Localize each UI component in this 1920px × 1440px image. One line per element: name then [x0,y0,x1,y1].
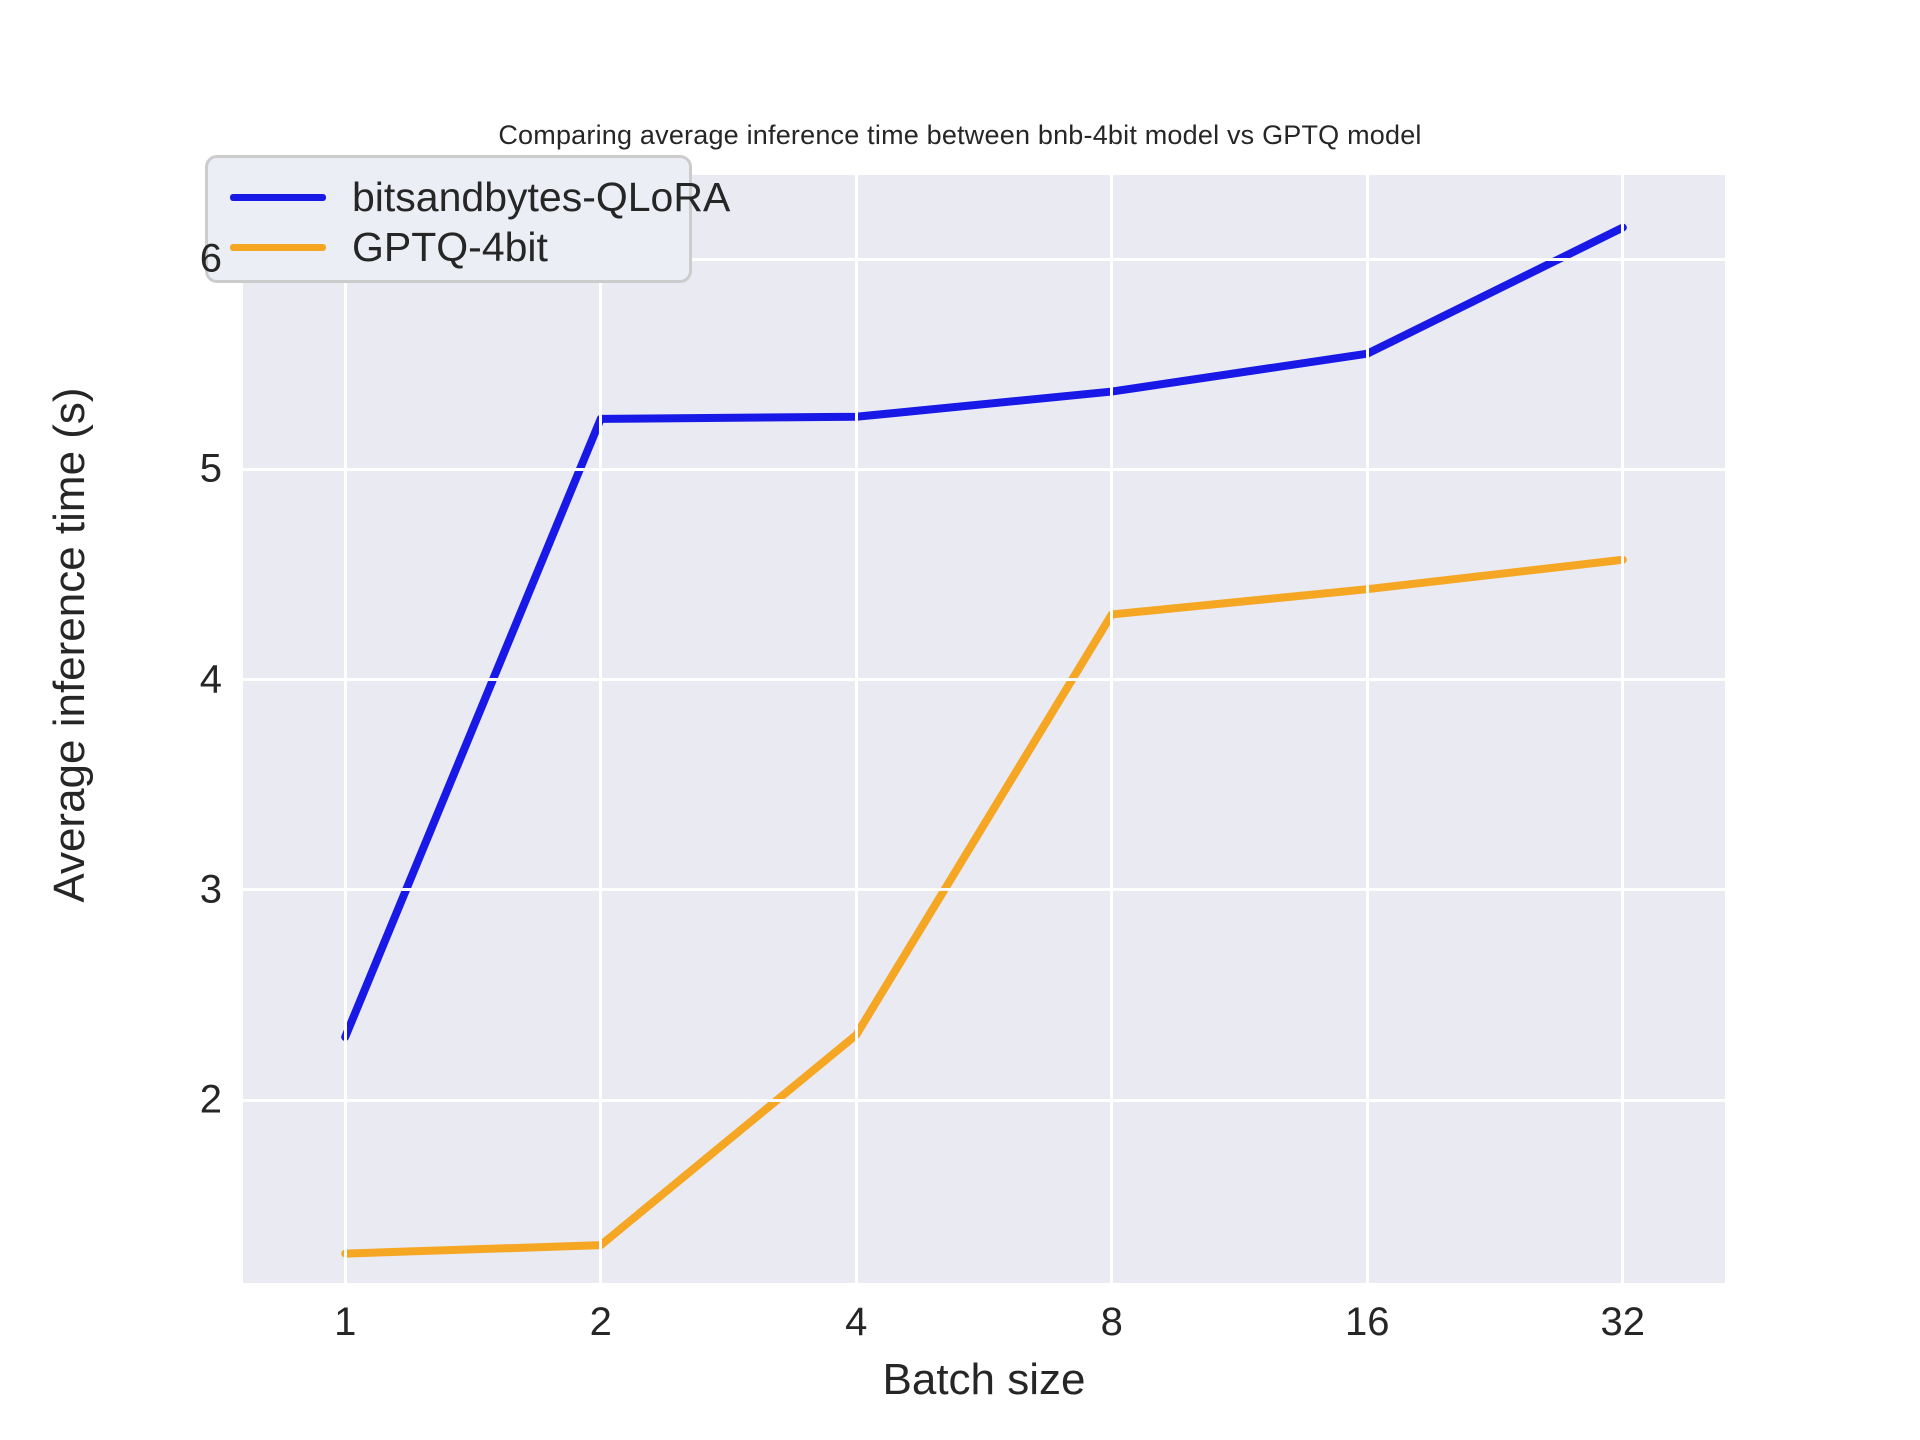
gridline-horizontal [243,888,1725,892]
series-line-0 [341,223,1627,1042]
legend-swatch-line-icon-1 [230,243,326,251]
legend-swatch-line-icon-0 [230,193,326,201]
gridline-horizontal [243,678,1725,682]
plot-area [243,175,1725,1283]
x-axis-tick-label: 32 [1600,1300,1646,1344]
gridline-vertical [343,175,347,1283]
gridline-vertical [1110,175,1114,1283]
y-axis-label: Average inference time (s) [45,387,94,903]
y-axis-tick-label: 5 [199,446,222,491]
x-axis-tick-label: 4 [845,1300,868,1344]
x-axis-label: Batch size [882,1355,1086,1404]
chart-title: Comparing average inference time between… [498,120,1422,150]
gridline-horizontal [243,1098,1725,1102]
gridline-vertical [599,175,603,1283]
legend-item-0[interactable]: bitsandbytes-QLoRA [208,172,730,222]
x-axis-tick-label: 8 [1100,1300,1123,1344]
chart-legend: bitsandbytes-QLoRA GPTQ-4bit [205,155,730,283]
x-axis-tick-label: 1 [334,1300,357,1344]
legend-item-1[interactable]: GPTQ-4bit [208,222,689,272]
y-axis-tick-label: 3 [199,867,222,912]
y-axis-tick-label: 6 [199,236,222,281]
gridline-horizontal [243,467,1725,471]
x-axis-tick-label: 16 [1345,1300,1390,1344]
gridline-horizontal [243,257,1725,261]
legend-label-1: GPTQ-4bit [352,223,548,270]
x-axis-tick-label: 2 [589,1300,612,1344]
series-canvas [341,223,1627,1258]
gridline-vertical [1365,175,1369,1283]
y-axis-tick-label: 2 [199,1077,222,1122]
gridline-vertical [1621,175,1625,1283]
y-axis-tick-label: 4 [199,657,222,702]
legend-label-0: bitsandbytes-QLoRA [352,173,731,220]
gridline-vertical [854,175,858,1283]
series-line-1 [341,555,1627,1258]
